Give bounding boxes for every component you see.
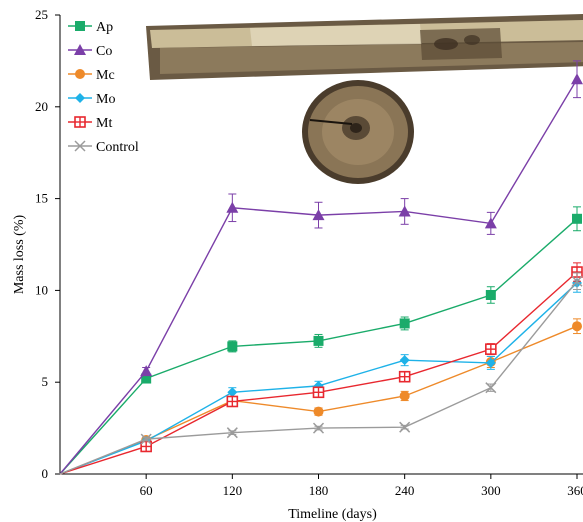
legend-entry-co: Co	[68, 44, 112, 59]
series-mo	[59, 273, 582, 475]
data-point-mo	[227, 387, 238, 398]
data-point-ap	[227, 341, 238, 352]
legend-marker-mt	[74, 116, 86, 128]
data-point-control	[399, 421, 411, 433]
legend-label-control: Control	[96, 140, 139, 155]
data-point-ap	[572, 213, 582, 224]
legend-marker-co	[74, 44, 86, 55]
data-point-control	[485, 382, 497, 394]
legend-label-mc: Mc	[96, 68, 115, 83]
series-line-mc	[59, 325, 578, 475]
series-co	[59, 60, 583, 475]
data-point-mt	[485, 343, 497, 355]
y-tick-label: 10	[35, 282, 48, 297]
x-tick-label: 240	[395, 483, 415, 498]
y-tick-label: 15	[35, 191, 48, 206]
x-tick-label: 360	[567, 483, 583, 498]
legend-entry-ap: Ap	[68, 20, 113, 35]
legend-marker-ap	[75, 21, 85, 31]
data-point-mt	[398, 370, 411, 383]
data-point-ap	[485, 289, 496, 300]
data-point-co	[484, 217, 497, 229]
x-tick-label: 60	[140, 483, 153, 498]
wood-log-photo	[146, 14, 583, 80]
series-line-control	[59, 280, 578, 475]
legend-entry-mo: Mo	[68, 92, 115, 107]
data-point-control	[140, 433, 152, 445]
data-point-co	[226, 201, 239, 213]
data-point-control	[312, 422, 325, 434]
data-point-ap	[141, 373, 152, 384]
legend-label-ap: Ap	[96, 20, 113, 35]
legend-marker-control	[74, 140, 86, 152]
data-point-control	[226, 427, 238, 439]
data-point-co	[398, 205, 411, 217]
x-tick-label: 180	[309, 483, 329, 498]
legend-label-mt: Mt	[96, 116, 112, 131]
y-tick-label: 20	[35, 99, 48, 114]
wood-cross-section-photo	[302, 80, 414, 184]
axes: 0 5 10 15 20 25 60 120 180 240 300 360 Timeline (day…	[12, 7, 583, 522]
y-axis-title: Mass loss (%)	[12, 215, 27, 295]
series-layer	[59, 60, 583, 475]
y-tick-label: 0	[42, 466, 49, 481]
x-axis-title: Timeline (days)	[288, 507, 377, 522]
data-point-co	[571, 73, 583, 85]
series-control	[59, 272, 583, 475]
data-point-mc	[572, 321, 582, 332]
x-tick-label: 300	[481, 483, 501, 498]
data-point-co	[140, 365, 153, 377]
y-tick-label: 25	[35, 7, 48, 22]
legend-label-co: Co	[96, 44, 112, 59]
data-point-ap	[399, 318, 410, 329]
data-point-ap	[313, 335, 324, 346]
legend-label-mo: Mo	[96, 92, 115, 107]
data-point-mc	[399, 390, 410, 401]
data-point-co	[312, 209, 325, 221]
legend-entry-mc: Mc	[68, 68, 115, 83]
data-point-mt	[140, 440, 152, 453]
data-point-mt	[312, 386, 325, 399]
data-point-mt	[226, 395, 239, 408]
legend-marker-mo	[75, 93, 85, 103]
x-tick-label: 120	[223, 483, 243, 498]
data-point-control	[571, 275, 583, 287]
data-point-mo	[399, 355, 410, 366]
data-point-mo	[485, 357, 496, 368]
data-point-mc	[313, 406, 324, 417]
y-tick-label: 5	[42, 374, 49, 389]
legend-entry-mt: Mt	[68, 116, 112, 131]
series-ap	[59, 206, 582, 475]
legend: Ap Co Mc Mo Mt Control	[68, 20, 139, 155]
legend-marker-mc	[75, 69, 85, 79]
series-line-mo	[59, 282, 578, 475]
legend-entry-control: Control	[68, 140, 139, 155]
